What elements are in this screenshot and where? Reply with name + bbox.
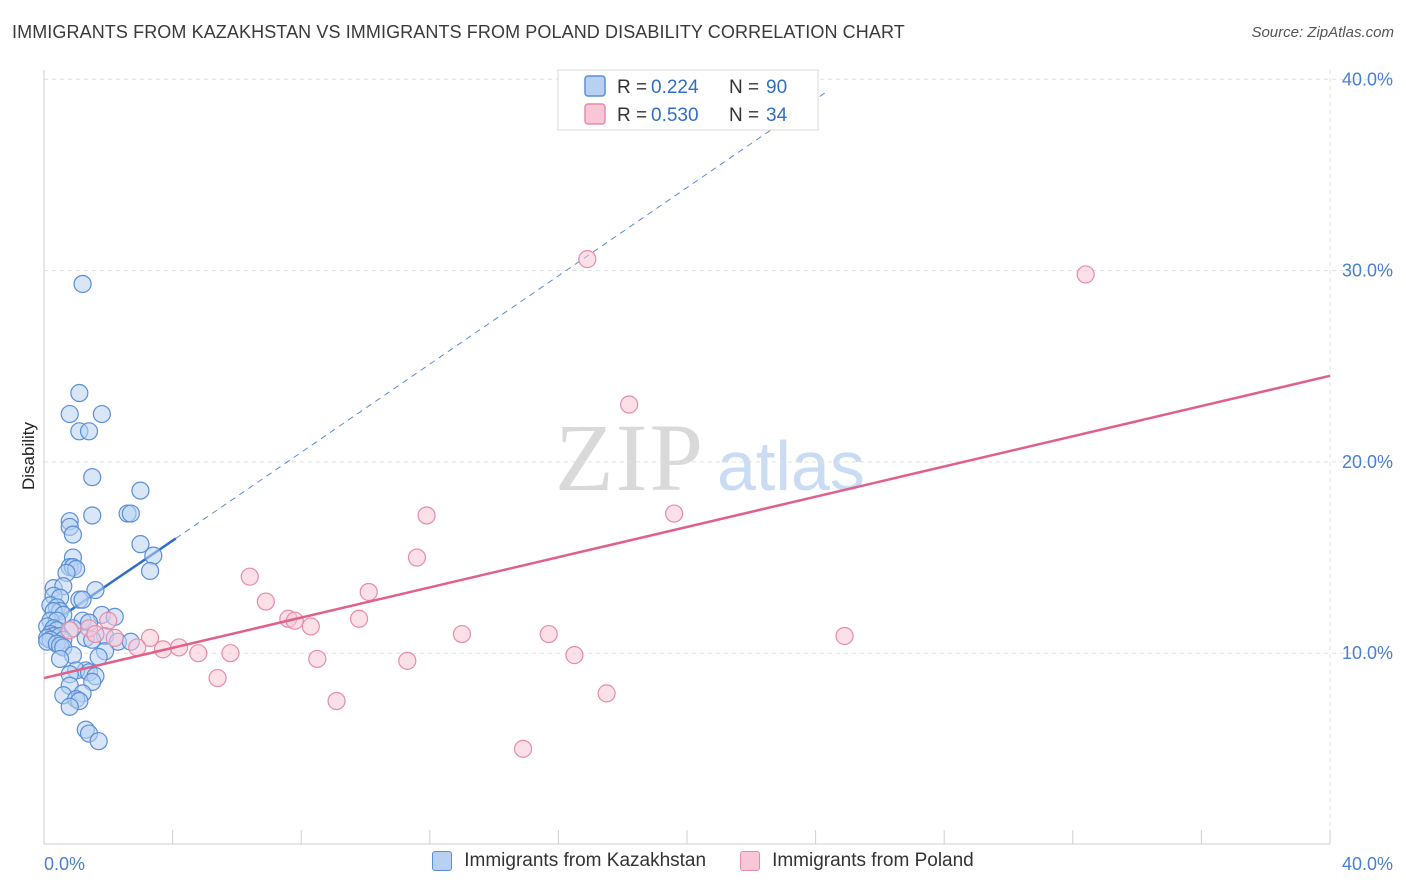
kazakhstan-point-24 (86, 580, 105, 600)
kazakhstan-point-6 (83, 468, 102, 487)
bottom-legend-kazakhstan-swatch (432, 851, 453, 871)
legend-kazakhstan-r-value: 0.224 (651, 77, 699, 98)
kazakhstan-point-28 (73, 590, 92, 609)
chart-title: IMMIGRANTS FROM KAZAKHSTAN VS IMMIGRANTS… (12, 22, 905, 42)
y-axis-title: Disability (19, 421, 38, 490)
watermark-zip: ZIP (555, 404, 705, 511)
legend-poland-n-label: N = (729, 105, 759, 126)
legend-kazakhstan-n-value: 90 (766, 77, 787, 98)
kazakhstan-point-8 (83, 506, 102, 525)
x-tick-labels: 0.0% 40.0% (44, 854, 1393, 874)
kazakhstan-point-21 (140, 561, 160, 581)
kazakhstan-point-15 (144, 546, 163, 565)
chart-source: Source: ZipAtlas.com (1251, 24, 1394, 41)
kazakhstan-point-14 (131, 535, 150, 554)
poland-point-16 (86, 624, 105, 644)
kazakhstan-point-74 (60, 697, 79, 716)
bottom-legend-kazakhstan: Immigrants from Kazakhstan (432, 850, 706, 872)
bottom-legend: Immigrants from Kazakhstan Immigrants fr… (0, 850, 1406, 872)
poland-point-31 (597, 684, 616, 703)
poland-point-12 (349, 609, 369, 628)
poland-point-6 (240, 567, 259, 586)
poland-point-17 (105, 628, 124, 647)
poland-point-8 (256, 592, 275, 611)
poland-point-28 (398, 651, 417, 670)
poland-point-32 (327, 691, 346, 711)
kazakhstan-point-3 (92, 404, 111, 424)
poland-point-0 (578, 250, 597, 269)
poland-point-7 (359, 582, 378, 602)
y-tick-label-2: 30.0% (1342, 261, 1393, 281)
poland-point-13 (99, 611, 118, 630)
watermark-atlas: atlas (717, 427, 865, 505)
bottom-legend-poland: Immigrants from Poland (740, 850, 974, 872)
poland-point-25 (189, 644, 208, 663)
y-tick-label-1: 20.0% (1342, 452, 1393, 472)
poland-trend (43, 374, 1331, 680)
bottom-legend-kazakhstan-label: Immigrants from Kazakhstan (464, 850, 707, 871)
poland-point-19 (452, 624, 472, 644)
poland-point-30 (208, 668, 227, 688)
poland-points (60, 250, 1095, 758)
axes (43, 70, 1331, 845)
kazakhstan-trend (43, 92, 826, 630)
kazakhstan-point-62 (50, 649, 70, 669)
kazakhstan-point-5 (79, 422, 99, 441)
kazakhstan-point-1 (70, 383, 89, 403)
kazakhstan-points (38, 274, 163, 751)
y-tick-labels: 10.0% 20.0% 30.0% 40.0% (1342, 69, 1393, 663)
kazakhstan-point-77 (89, 732, 108, 751)
top-legend: R = 0.224 N = 90 R = 0.530 N = 34 (557, 69, 819, 131)
poland-point-5 (407, 548, 427, 567)
kazakhstan-point-7 (131, 481, 150, 500)
legend-kazakhstan-r-label: R = (617, 77, 647, 98)
kazakhstan-point-0 (73, 274, 92, 294)
poland-point-15 (60, 621, 79, 640)
watermark: ZIP atlas (555, 404, 865, 511)
bottom-legend-poland-swatch (740, 851, 761, 871)
poland-point-11 (301, 617, 320, 636)
poland-point-2 (620, 395, 639, 414)
poland-point-20 (539, 624, 558, 644)
kazakhstan-point-2 (60, 404, 79, 424)
legend-poland-swatch (584, 103, 606, 125)
poland-point-18 (140, 628, 160, 647)
legend-poland-r-label: R = (617, 105, 647, 126)
poland-point-4 (665, 504, 684, 523)
poland-point-1 (1076, 265, 1095, 284)
kazakhstan-point-10 (121, 504, 140, 523)
legend-poland-r-value: 0.530 (651, 105, 699, 126)
poland-point-29 (565, 646, 584, 665)
poland-point-21 (835, 626, 854, 646)
poland-point-22 (128, 638, 147, 657)
legend-poland-n-value: 34 (766, 105, 788, 126)
x-tick-label-1: 40.0% (1342, 854, 1393, 874)
x-tick-label-0: 0.0% (44, 854, 85, 874)
poland-trend-line (43, 374, 1331, 680)
poland-point-26 (221, 644, 240, 663)
poland-point-27 (308, 649, 327, 669)
kazakhstan-point-13 (63, 525, 83, 544)
y-tick-label-3: 40.0% (1342, 69, 1393, 89)
poland-point-33 (513, 739, 533, 758)
bottom-legend-poland-label: Immigrants from Poland (772, 850, 974, 871)
legend-kazakhstan-n-label: N = (729, 77, 759, 98)
y-tick-label-0: 10.0% (1342, 643, 1393, 663)
legend-kazakhstan-swatch (584, 75, 606, 97)
poland-point-3 (417, 506, 436, 525)
